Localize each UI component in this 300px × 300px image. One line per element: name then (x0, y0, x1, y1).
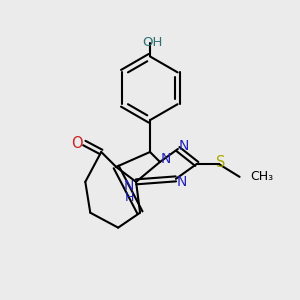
Text: O: O (71, 136, 83, 151)
Text: CH₃: CH₃ (250, 170, 274, 183)
Text: N: N (177, 175, 187, 189)
Text: S: S (216, 155, 225, 170)
Text: H: H (124, 191, 134, 204)
Text: OH: OH (142, 36, 162, 49)
Text: N: N (124, 179, 134, 193)
Text: N: N (161, 152, 171, 166)
Text: N: N (179, 139, 189, 153)
